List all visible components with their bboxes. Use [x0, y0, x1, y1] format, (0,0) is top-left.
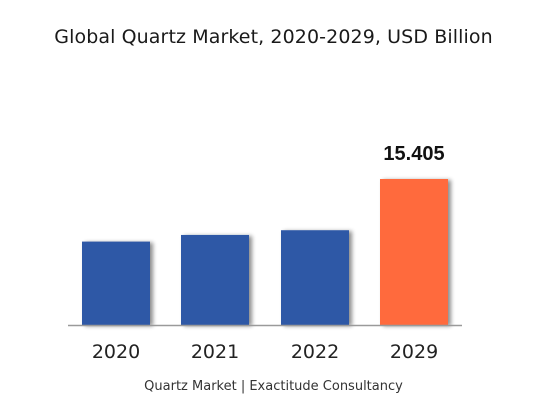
data-label-2029: 15.405 [383, 143, 444, 165]
bar-2022 [281, 230, 349, 325]
bar-2021 [181, 234, 249, 325]
x-tick-label-2020: 2020 [92, 341, 140, 363]
chart-title: Global Quartz Market, 2020-2029, USD Bil… [54, 26, 493, 48]
x-tick-label-2029: 2029 [390, 341, 438, 363]
chart-caption: Quartz Market | Exactitude Consultancy [144, 379, 403, 394]
x-tick-label-2021: 2021 [191, 341, 239, 363]
x-tick-label-2022: 2022 [291, 341, 339, 363]
bar-2029 [380, 179, 448, 325]
bar-2020 [82, 241, 150, 325]
